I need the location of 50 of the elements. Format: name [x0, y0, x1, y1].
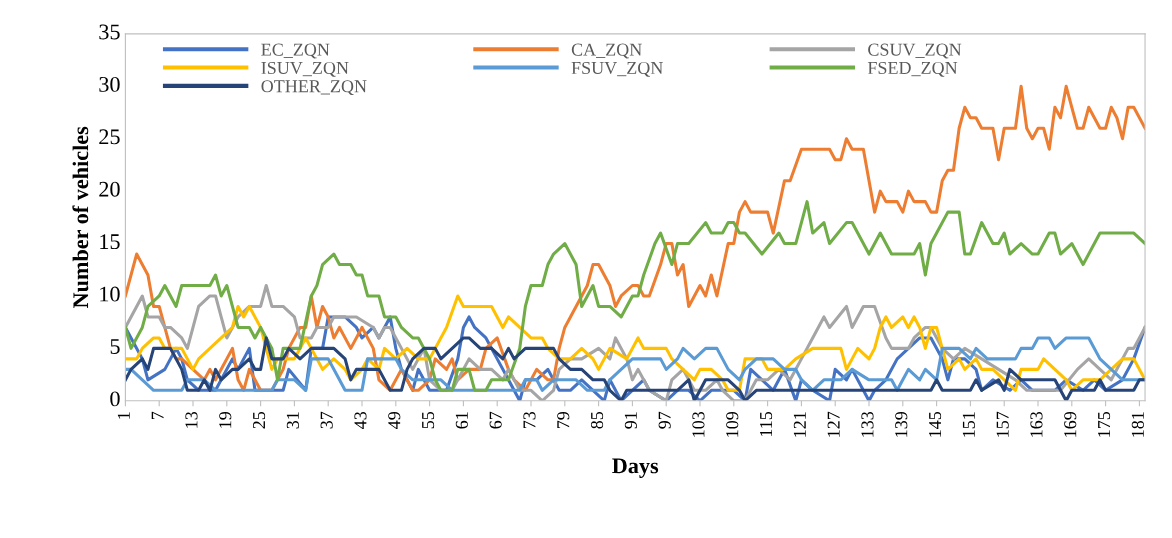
- y-tick-label: 10: [100, 286, 120, 302]
- legend-label: OTHER_ZQN: [261, 80, 367, 96]
- x-tick-label: 31: [286, 412, 299, 429]
- x-tick-label: 85: [590, 411, 604, 429]
- x-tick-label: 103: [692, 411, 705, 437]
- x-tick-label: 97: [658, 411, 671, 429]
- y-tick-label: 35: [99, 24, 120, 40]
- x-tick-label: 157: [996, 411, 1009, 437]
- legend-label: ISUV_ZQN: [261, 61, 349, 77]
- x-tick-label: 175: [1098, 411, 1111, 437]
- x-tick-label: 163: [1030, 411, 1043, 437]
- x-tick-label: 25: [252, 411, 266, 429]
- x-tick-label: 133: [861, 411, 874, 437]
- y-tick-label: 20: [99, 181, 120, 197]
- y-tick-label: 30: [99, 76, 120, 92]
- x-tick-label: 55: [422, 411, 435, 429]
- legend-label: EC_ZQN: [261, 43, 330, 59]
- x-tick-label: 151: [962, 412, 975, 437]
- x-tick-label: 145: [929, 411, 942, 437]
- x-tick-label: 127: [827, 411, 840, 437]
- line-series: [125, 294, 1146, 392]
- x-tick-label: 43: [354, 411, 367, 429]
- x-tick-label: 61: [455, 412, 468, 429]
- legend-label: FSED_ZQN: [867, 61, 958, 77]
- x-tick-label: 13: [185, 411, 198, 428]
- x-tick-label: 115: [760, 411, 773, 437]
- line-series: [125, 200, 1146, 392]
- x-tick-label: 109: [726, 411, 739, 437]
- x-tick-label: 181: [1131, 412, 1144, 437]
- x-tick-label: 37: [320, 411, 333, 429]
- y-tick-label: 5: [110, 339, 120, 354]
- x-axis-title: Days: [612, 458, 659, 478]
- x-tick-label: 67: [489, 411, 502, 429]
- x-tick-label: 49: [388, 411, 401, 429]
- x-tick-label: 91: [624, 412, 637, 429]
- x-tick-label: 1: [117, 412, 130, 419]
- x-tick-label: 139: [895, 411, 908, 437]
- y-tick-label: 15: [100, 234, 120, 250]
- x-tick-label: 121: [793, 412, 806, 437]
- x-tick-label: 7: [151, 411, 164, 420]
- legend-label: FSUV_ZQN: [571, 61, 663, 77]
- x-tick-label: 19: [219, 411, 232, 428]
- y-tick-label: 0: [110, 391, 120, 407]
- x-tick-label: 79: [557, 411, 570, 429]
- legend-label: CSUV_ZQN: [868, 43, 962, 59]
- legend-label: CA_ZQN: [571, 43, 642, 59]
- y-axis-title: Number of vehicles: [72, 126, 89, 309]
- x-tick-label: 169: [1064, 411, 1077, 437]
- x-tick-label: 73: [523, 411, 536, 429]
- y-tick-label: 25: [99, 129, 120, 145]
